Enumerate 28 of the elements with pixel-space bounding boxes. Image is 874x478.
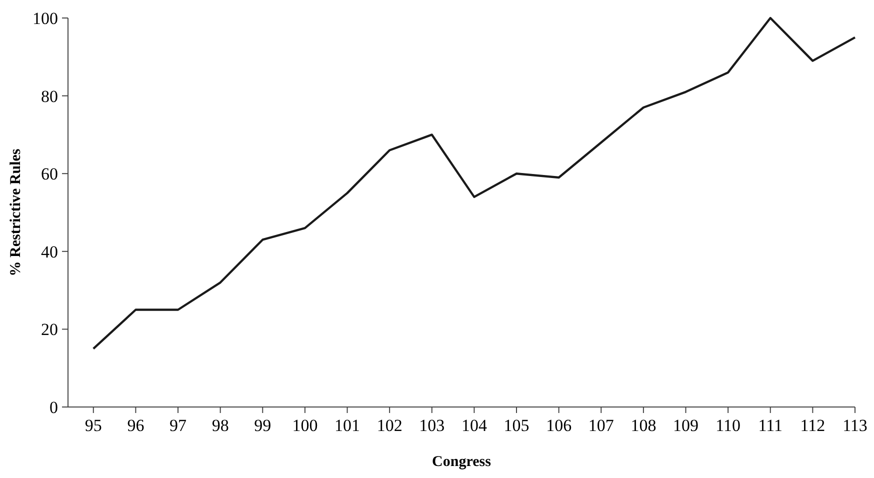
x-tick-label: 108 (630, 416, 656, 435)
x-tick-label: 107 (588, 416, 614, 435)
y-tick-label: 20 (41, 320, 58, 340)
y-tick-label: 0 (50, 398, 58, 417)
line-series (92, 16, 856, 350)
y-tick-label: 40 (41, 242, 58, 262)
x-tick-label: 101 (334, 416, 360, 435)
x-tick-label: 102 (376, 416, 402, 435)
y-tick-label: 60 (41, 164, 58, 184)
x-tick-label: 112 (800, 416, 826, 435)
x-tick-label: 105 (504, 416, 530, 435)
x-tick-label: 104 (461, 416, 488, 435)
x-tick-label: 100 (292, 416, 318, 435)
x-tick-label: 97 (170, 416, 188, 435)
x-tick-label: 113 (842, 416, 868, 435)
y-tick-label: 80 (41, 86, 58, 106)
x-tick-label: 110 (716, 416, 740, 435)
y-axis-title: % Restrictive Rules (8, 148, 24, 276)
x-tick-label: 95 (84, 416, 102, 435)
x-tick-label: 111 (758, 416, 782, 435)
x-tick-label: 106 (546, 416, 572, 435)
x-tick-label: 109 (673, 416, 699, 435)
x-tick-label: 96 (127, 416, 144, 435)
x-axis-title: Congress (432, 454, 492, 470)
x-tick-label: 98 (212, 416, 229, 435)
x-tick-label: 99 (254, 416, 272, 435)
y-tick-label: 100 (32, 8, 58, 28)
x-tick-label: 103 (419, 416, 445, 435)
